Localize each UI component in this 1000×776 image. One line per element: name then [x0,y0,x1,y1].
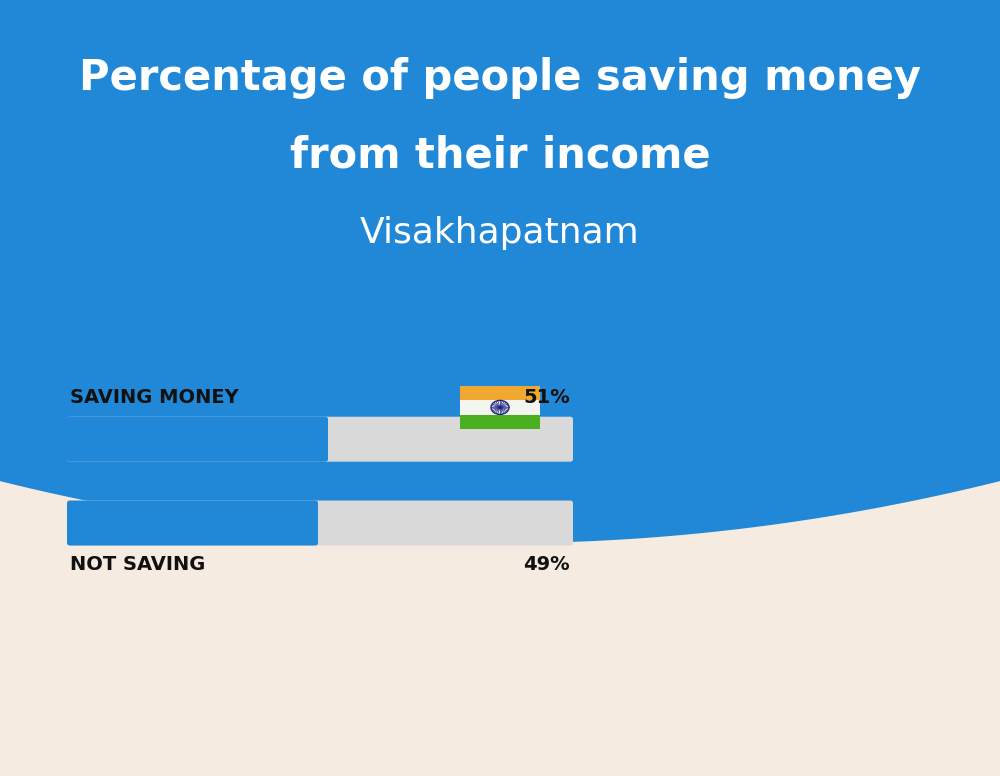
FancyBboxPatch shape [67,501,573,546]
Text: from their income: from their income [290,134,710,176]
Text: Visakhapatnam: Visakhapatnam [360,216,640,250]
Text: SAVING MONEY: SAVING MONEY [70,389,239,407]
FancyBboxPatch shape [67,501,318,546]
Text: NOT SAVING: NOT SAVING [70,555,205,573]
Polygon shape [0,0,1000,543]
FancyBboxPatch shape [67,417,328,462]
Text: 51%: 51% [523,389,570,407]
Text: 49%: 49% [523,555,570,573]
Bar [460,414,540,428]
Bar [460,386,540,400]
Bar [0,0,1000,326]
Text: Percentage of people saving money: Percentage of people saving money [79,57,921,99]
Bar [460,400,540,414]
FancyBboxPatch shape [67,417,573,462]
